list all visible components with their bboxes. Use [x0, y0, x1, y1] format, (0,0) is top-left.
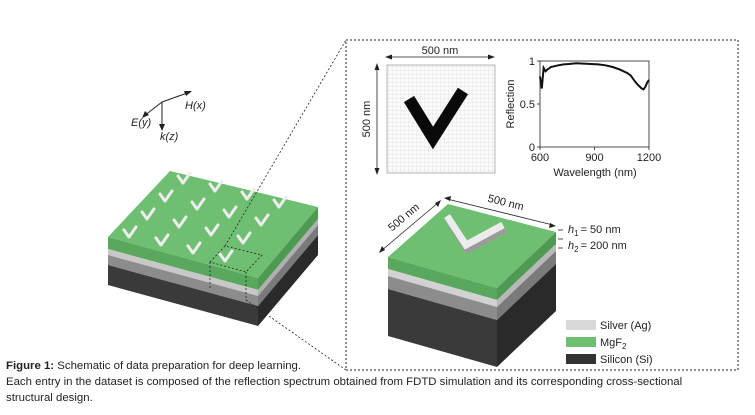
v-shape — [240, 187, 256, 201]
legend-swatch-silicon — [566, 354, 596, 364]
caption-label: Figure 1: — [6, 360, 55, 372]
chart-xlabel: Wavelength (nm) — [553, 167, 636, 179]
v-shape — [122, 225, 138, 239]
caption-title: Schematic of data preparation for deep l… — [54, 360, 302, 372]
unit-cell-3d: 500 nm 500 nm h1 = 50 nm h2 = 200 nm — [379, 193, 627, 367]
v-shape — [176, 171, 192, 185]
x-tick-label: 1200 — [637, 152, 661, 164]
x-tick-label: 600 — [531, 152, 549, 164]
v-shape — [236, 231, 252, 245]
k-vector-arrowhead — [159, 124, 165, 131]
legend-label-silver: Silver (Ag) — [600, 320, 651, 332]
arrowhead — [444, 196, 451, 201]
v-shape — [254, 213, 270, 227]
dim-a-label: 500 nm — [386, 201, 422, 234]
v-shape-top-view — [403, 87, 469, 150]
e-field-label: E(y) — [131, 117, 152, 129]
figure-caption: Figure 1: Schematic of data preparation … — [6, 358, 751, 406]
array-side-mgf2 — [258, 207, 318, 290]
h2-label: h2 = 200 nm — [568, 240, 627, 254]
array-side-gap — [258, 225, 318, 306]
k-vector-label: k(z) — [160, 131, 179, 143]
arrowhead — [435, 200, 441, 207]
v-shapes — [122, 171, 288, 263]
x-ticks: 600 900 1200 — [531, 147, 661, 164]
legend-label-mgf2: MgF2 — [600, 337, 627, 351]
v-shape — [218, 249, 234, 263]
legend: Silver (Ag) MgF2 Silicon (Si) — [566, 320, 653, 366]
e-field-arrowhead — [142, 111, 149, 118]
v-shape — [272, 195, 288, 209]
h-field-label: H(x) — [185, 100, 206, 112]
legend-label-silicon: Silicon (Si) — [600, 354, 653, 366]
y-tick-label: 1 — [529, 56, 535, 68]
arrowhead — [374, 168, 380, 175]
array-front-gap — [108, 255, 258, 306]
inset-box — [345, 39, 739, 371]
reflection-chart: 600 900 1200 00.51 Wavelength (nm) Reflect… — [505, 56, 661, 179]
cell-front-silicon — [388, 289, 497, 367]
v-shape — [154, 233, 170, 247]
caption-line-3: structural design. — [6, 392, 93, 404]
array-side-silver — [258, 219, 318, 296]
top-view-height-label: 500 nm — [361, 101, 373, 138]
cell-front-gap — [388, 276, 497, 320]
arrowhead — [488, 54, 495, 60]
field-axes: H(x) E(y) k(z) — [131, 91, 206, 143]
v-shape — [158, 189, 174, 203]
v-shape — [222, 205, 238, 219]
array-front-mgf2 — [108, 237, 258, 290]
cell-front-silver — [388, 269, 497, 307]
y-ticks: 00.51 — [520, 56, 540, 154]
cell-front-mgf2 — [388, 257, 497, 300]
v-shape — [172, 215, 188, 229]
cell-side-silver — [497, 244, 556, 307]
cell-side-mgf2 — [497, 232, 556, 300]
v-shape-3d — [444, 214, 505, 250]
v-shape — [186, 241, 202, 255]
chart-plot-area — [539, 60, 650, 148]
y-tick-label: 0 — [529, 142, 535, 154]
dim-arrow — [446, 198, 554, 226]
v-shape — [204, 223, 220, 237]
reflection-curve — [539, 62, 650, 91]
v-shape — [140, 207, 156, 221]
projection-line — [245, 299, 347, 371]
unit-cell-outline — [209, 245, 263, 273]
h1-label: h1 = 50 nm — [568, 224, 621, 238]
dim-arrow — [380, 201, 440, 252]
array-side-silicon — [258, 235, 318, 326]
top-view-width-label: 500 nm — [422, 45, 459, 57]
x-tick-label: 900 — [585, 152, 603, 164]
arrowhead — [374, 63, 380, 70]
caption-line-1: Figure 1: Schematic of data preparation … — [6, 358, 751, 374]
arrowhead — [549, 223, 556, 228]
v-shape — [190, 197, 206, 211]
cell-side-silicon — [497, 264, 556, 367]
array-front-silver — [108, 249, 258, 296]
chart-ylabel: Reflection — [505, 80, 517, 129]
y-tick-label: 0.5 — [520, 99, 535, 111]
arrowhead — [385, 54, 392, 60]
legend-swatch-silver — [566, 320, 596, 330]
array-block — [108, 171, 318, 326]
arrowhead — [379, 246, 385, 253]
h-field-arrowhead — [184, 91, 192, 96]
top-view: 500 nm 500 nm — [361, 45, 496, 175]
v-shape — [208, 179, 224, 193]
cell-side-gap — [497, 251, 556, 320]
array-top-face — [108, 171, 318, 278]
array-front-silicon — [108, 265, 258, 326]
legend-swatch-mgf2 — [566, 337, 596, 347]
caption-line-2: Each entry in the dataset is composed of… — [6, 376, 683, 388]
